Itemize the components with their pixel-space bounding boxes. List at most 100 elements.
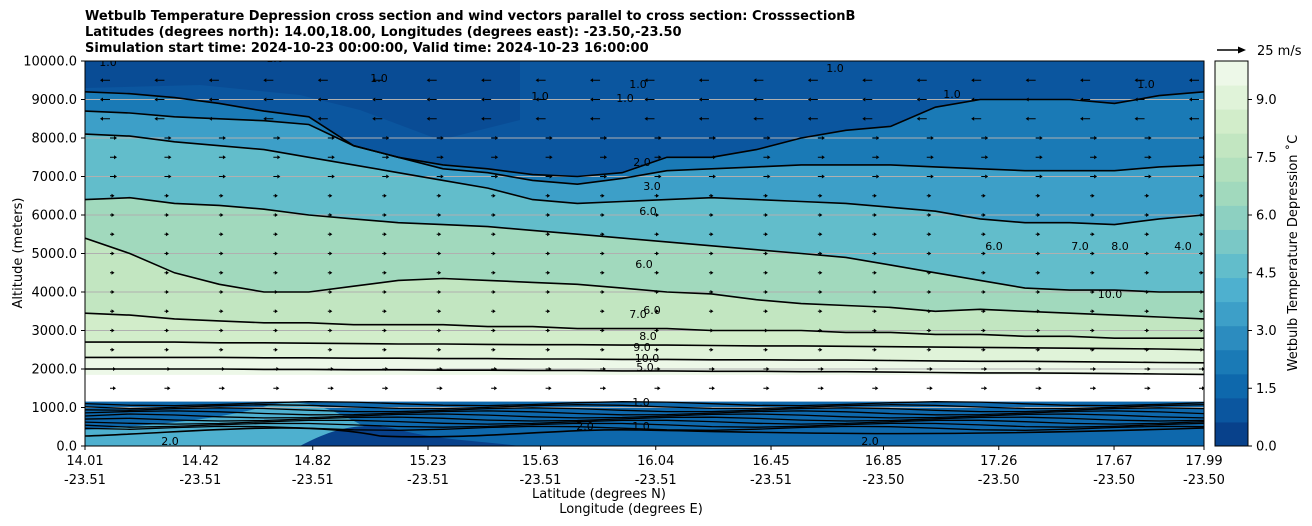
wind-vector-head xyxy=(1093,367,1097,371)
wind-vector-head xyxy=(873,347,877,352)
colorbar-segment xyxy=(1215,277,1248,303)
y-tick-label: 0.0 xyxy=(56,440,77,455)
wind-vector-head xyxy=(604,155,608,160)
x-tick-label-lat: 17.99 xyxy=(1185,454,1222,469)
wind-vector-head xyxy=(1189,97,1192,102)
contour-line-2 xyxy=(85,110,1204,186)
colorbar-segment xyxy=(1215,421,1248,447)
wind-vector-head xyxy=(317,116,321,121)
wind-vector-head xyxy=(1080,97,1084,102)
wind-vector-head xyxy=(495,155,499,160)
wind-vector-head xyxy=(753,116,757,121)
wind-vector-head xyxy=(220,309,224,314)
wind-vector-head xyxy=(547,213,551,217)
wind-vector-head xyxy=(1200,328,1204,333)
wind-vector-head xyxy=(767,155,771,160)
wind-vector-head xyxy=(111,328,115,333)
colorbar-segment xyxy=(1215,205,1248,230)
wind-vector-head xyxy=(481,78,485,83)
wind-vector-head xyxy=(274,347,278,352)
wind-vector-head xyxy=(547,347,551,352)
wind-vector-head xyxy=(764,251,768,256)
wind-vector-head xyxy=(930,155,934,160)
wind-vector-head xyxy=(1146,193,1150,198)
wind-vector-head xyxy=(221,367,225,371)
boundary-contour xyxy=(85,422,1204,428)
wind-vector-head xyxy=(601,193,605,198)
wind-vector-head xyxy=(1091,270,1095,275)
wind-vector-head xyxy=(1200,290,1204,294)
dark-upper-patch xyxy=(85,61,520,140)
wind-vector-head xyxy=(168,174,172,179)
wind-vector-head xyxy=(656,328,659,333)
contour-label: 4.0 xyxy=(1174,240,1192,253)
colorbar-label: Wetbulb Temperature Depression ˚C xyxy=(1285,135,1301,372)
colorbar-segment xyxy=(1215,229,1248,254)
wind-vector-head xyxy=(111,232,115,237)
x-tick-label-lon: -23.51 xyxy=(292,473,334,488)
wind-vector-head xyxy=(492,232,496,237)
colorbar-segment xyxy=(1215,373,1248,399)
contour-label: 6.0 xyxy=(639,205,657,218)
wind-vector-head xyxy=(438,309,442,314)
wind-vector-head xyxy=(329,232,333,237)
wind-vector-head xyxy=(439,386,443,391)
wind-vector-head xyxy=(547,232,551,237)
wind-vector-head xyxy=(821,155,825,160)
quiver-key-label: 25 m/s xyxy=(1257,44,1302,59)
wind-vector-head xyxy=(1080,78,1084,83)
y-tick-label: 3000.0 xyxy=(32,324,78,339)
wind-vector-head xyxy=(603,367,607,371)
colorbar-tick-label: 4.5 xyxy=(1256,266,1277,281)
contour-label: 8.0 xyxy=(1111,240,1129,253)
wind-vector-head xyxy=(1038,386,1042,391)
wind-vector-head xyxy=(549,174,553,179)
wind-vector-head xyxy=(590,78,594,83)
wind-vector-head xyxy=(819,328,823,333)
wind-vector-head xyxy=(385,386,389,391)
wind-vector-head xyxy=(601,290,605,294)
wind-vector-head xyxy=(492,347,496,352)
wind-vector-head xyxy=(601,251,605,256)
wind-vector-head xyxy=(1200,251,1204,256)
wind-vector-head xyxy=(657,386,661,391)
wind-vector-head xyxy=(439,367,443,371)
wind-vector-head xyxy=(154,78,158,83)
wind-vector-head xyxy=(1025,97,1029,102)
wind-vector-head xyxy=(548,386,552,391)
wind-vector-head xyxy=(168,155,172,160)
wind-vector-head xyxy=(426,97,430,102)
wind-vector-head xyxy=(1200,270,1204,275)
title-line-3: Simulation start time: 2024-10-23 00:00:… xyxy=(85,41,649,56)
wind-vector-head xyxy=(928,328,932,333)
title-line-1: Wetbulb Temperature Depression cross sec… xyxy=(85,9,856,24)
wind-vector-head xyxy=(644,116,648,121)
wind-vector-head xyxy=(330,386,334,391)
x-tick-label-lon: -23.51 xyxy=(179,473,221,488)
wind-vector-head xyxy=(656,213,659,217)
wind-vector-head xyxy=(100,97,103,102)
wind-vector-head xyxy=(1039,174,1043,179)
boundary-contour xyxy=(85,416,1204,422)
wind-vector-head xyxy=(220,251,224,256)
wind-vector-head xyxy=(277,136,281,140)
wind-vector-head xyxy=(875,386,879,391)
wind-vector-head xyxy=(819,290,823,294)
colorbar-segment xyxy=(1215,109,1248,134)
wind-vector-head xyxy=(590,97,594,102)
colorbar-tick-label: 7.5 xyxy=(1256,151,1277,166)
x-axis: 14.01 -23.51 14.42 -23.51 14.82 -23.51 15.23 -2… xyxy=(64,446,1225,488)
contour-label: 6.0 xyxy=(985,240,1003,253)
x-tick-label-lat: 14.42 xyxy=(182,454,219,469)
wind-vector-head xyxy=(764,232,768,237)
boundary-contour xyxy=(85,425,1204,431)
wind-vector-head xyxy=(1146,290,1150,294)
wind-vector-head xyxy=(331,174,335,179)
wind-vector-head xyxy=(656,251,659,256)
wind-vector-head xyxy=(982,290,986,294)
contour-line-6 xyxy=(85,237,1204,320)
wind-vector-head xyxy=(710,213,714,217)
wind-vector-head xyxy=(971,97,975,102)
wind-vector-head xyxy=(764,309,768,314)
wind-vector-head xyxy=(221,386,225,391)
